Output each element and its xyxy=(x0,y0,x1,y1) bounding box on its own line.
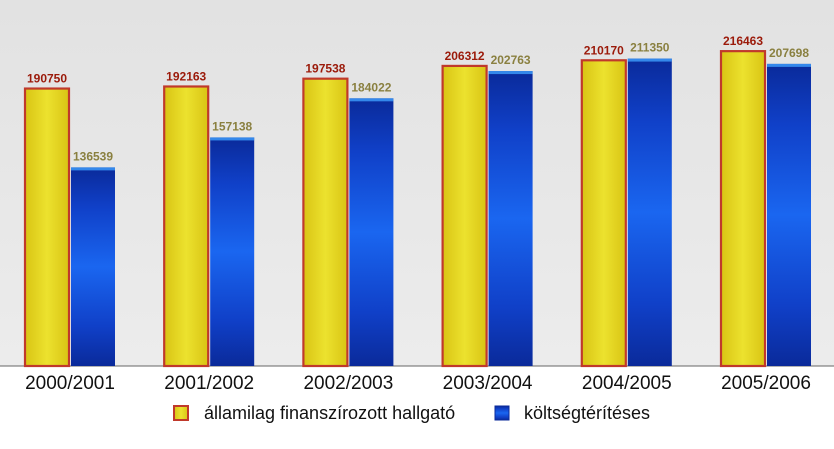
x-tick-label: 2002/2003 xyxy=(303,373,393,394)
bar-tuition-paying-highlight xyxy=(210,137,255,141)
bar-tuition-paying-highlight xyxy=(627,58,672,62)
bar-tuition-paying-highlight xyxy=(71,167,115,171)
x-tick-label: 2000/2001 xyxy=(25,373,115,394)
x-tick-label: 2005/2006 xyxy=(721,373,811,394)
x-tick-label: 2003/2004 xyxy=(443,373,533,394)
value-label-tuition-paying: 157138 xyxy=(212,119,252,133)
legend-swatch-state-financed xyxy=(173,405,189,421)
value-labels-group: 190750 136539 192163 157138 197538 184022 2063… xyxy=(27,34,809,163)
legend-swatch-tuition-paying xyxy=(494,405,510,421)
value-label-state-financed: 216463 xyxy=(723,34,763,48)
x-tick-label: 2001/2002 xyxy=(164,373,254,394)
bar-tuition-paying-highlight xyxy=(349,98,394,102)
bar-tuition-paying-highlight xyxy=(767,63,811,67)
bar-tuition-paying-highlight xyxy=(488,71,533,75)
bar-tuition-paying xyxy=(488,71,533,367)
category-labels-group: 2000/2001 2001/2002 2002/2003 2003/2004 2004… xyxy=(25,373,811,394)
bar-tuition-paying xyxy=(627,58,672,366)
value-label-tuition-paying: 202763 xyxy=(491,53,531,67)
value-label-tuition-paying: 184022 xyxy=(351,80,391,94)
bar-state-financed xyxy=(23,87,71,368)
bar-state-financed xyxy=(163,85,210,368)
bar-state-financed xyxy=(580,59,627,368)
value-label-state-financed: 190750 xyxy=(27,72,67,86)
bar-state-financed xyxy=(302,77,349,368)
bars-group xyxy=(23,50,811,368)
value-label-state-financed: 206312 xyxy=(445,49,485,63)
bar-tuition-paying xyxy=(349,98,394,366)
x-tick-label: 2004/2005 xyxy=(582,373,672,394)
value-label-tuition-paying: 211350 xyxy=(630,41,670,55)
value-label-state-financed: 197538 xyxy=(305,62,345,76)
value-label-state-financed: 210170 xyxy=(584,43,624,57)
legend: államilag finanszírozott hallgató költség… xyxy=(173,403,650,423)
value-label-state-financed: 192163 xyxy=(166,69,206,83)
value-label-tuition-paying: 207698 xyxy=(769,46,809,60)
legend-label-state-financed: államilag finanszírozott hallgató xyxy=(204,403,455,423)
bar-state-financed xyxy=(719,50,767,368)
bar-tuition-paying xyxy=(767,63,811,366)
legend-label-tuition-paying: költségtérítéses xyxy=(524,403,650,423)
bar-state-financed xyxy=(441,64,488,368)
bar-tuition-paying xyxy=(210,137,255,366)
plot-background xyxy=(0,0,834,366)
value-label-tuition-paying: 136539 xyxy=(73,149,113,163)
bar-tuition-paying xyxy=(71,167,115,366)
